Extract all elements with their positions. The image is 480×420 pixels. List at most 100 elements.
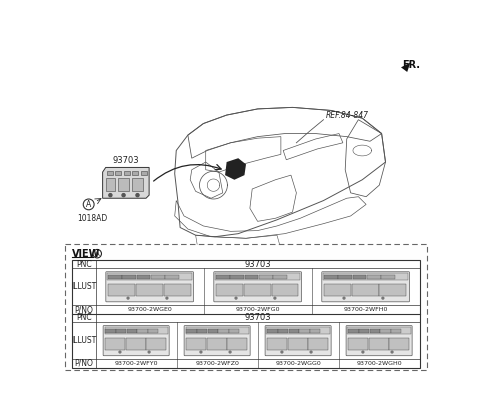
Bar	[207, 338, 227, 350]
Bar	[244, 284, 271, 296]
Bar	[244, 275, 258, 279]
Bar	[272, 284, 299, 296]
Text: 93700-2WFH0: 93700-2WFH0	[343, 307, 388, 312]
Circle shape	[274, 297, 276, 299]
Bar	[148, 329, 158, 333]
Circle shape	[109, 194, 112, 197]
Bar	[300, 329, 310, 333]
Bar	[324, 275, 338, 279]
Bar	[348, 329, 359, 333]
Text: PNC: PNC	[76, 313, 92, 323]
Polygon shape	[225, 158, 246, 180]
Bar	[218, 329, 228, 333]
Circle shape	[382, 297, 384, 299]
Circle shape	[122, 194, 125, 197]
Bar	[391, 329, 401, 333]
Bar	[323, 273, 408, 281]
FancyBboxPatch shape	[214, 272, 301, 302]
Bar	[107, 171, 113, 175]
Text: A: A	[86, 200, 91, 209]
Bar	[151, 275, 165, 279]
Bar	[185, 327, 249, 334]
Circle shape	[310, 351, 312, 353]
Bar	[266, 327, 330, 334]
Bar	[197, 329, 207, 333]
Bar	[359, 329, 369, 333]
Text: 93700-2WFZ0: 93700-2WFZ0	[195, 361, 239, 366]
Bar	[381, 275, 395, 279]
Text: 93703: 93703	[244, 313, 271, 323]
Text: ILLUST: ILLUST	[72, 336, 96, 345]
Bar	[338, 275, 352, 279]
Text: 93700-2WGH0: 93700-2WGH0	[356, 361, 402, 366]
Bar	[118, 178, 129, 191]
Bar	[115, 171, 121, 175]
Bar	[288, 338, 308, 350]
Bar	[216, 284, 243, 296]
Bar	[369, 338, 389, 350]
Text: A: A	[95, 251, 99, 257]
Bar	[146, 338, 166, 350]
Text: ILLUST: ILLUST	[72, 282, 96, 291]
Bar	[186, 329, 197, 333]
Bar	[230, 275, 244, 279]
Circle shape	[391, 351, 393, 353]
Bar	[116, 329, 126, 333]
Bar	[127, 329, 137, 333]
Circle shape	[200, 351, 202, 353]
FancyBboxPatch shape	[103, 326, 169, 356]
Text: REF.84-847: REF.84-847	[326, 111, 369, 120]
Bar	[348, 327, 411, 334]
Bar	[208, 329, 218, 333]
Bar	[141, 171, 147, 175]
Bar	[380, 329, 391, 333]
Bar	[108, 275, 122, 279]
Bar	[267, 329, 277, 333]
Text: 93700-2WGE0: 93700-2WGE0	[127, 307, 172, 312]
Circle shape	[281, 351, 283, 353]
Text: P/NO: P/NO	[74, 305, 94, 314]
Bar	[126, 338, 145, 350]
Text: PNC: PNC	[76, 260, 92, 268]
Bar	[352, 284, 379, 296]
Text: VIEW: VIEW	[72, 249, 101, 259]
Bar	[215, 273, 300, 281]
Polygon shape	[103, 168, 149, 198]
Bar	[123, 171, 130, 175]
Bar	[65, 244, 427, 370]
Circle shape	[136, 194, 139, 197]
Bar	[389, 338, 409, 350]
Bar	[278, 329, 288, 333]
Bar	[137, 329, 147, 333]
Text: 93703: 93703	[244, 260, 271, 268]
Circle shape	[119, 351, 121, 353]
Bar	[105, 329, 116, 333]
Text: 93703: 93703	[113, 156, 139, 165]
Bar	[165, 275, 179, 279]
Text: 93700-2WGG0: 93700-2WGG0	[275, 361, 321, 366]
Bar	[228, 338, 247, 350]
Bar	[229, 329, 239, 333]
Bar	[324, 284, 351, 296]
Bar	[186, 338, 206, 350]
Circle shape	[148, 351, 150, 353]
Bar	[72, 260, 420, 368]
Bar	[367, 275, 381, 279]
Bar	[106, 178, 115, 191]
Bar	[105, 327, 168, 334]
Text: FR.: FR.	[402, 60, 420, 70]
Bar	[310, 329, 320, 333]
Bar	[273, 275, 287, 279]
Bar	[105, 338, 125, 350]
Circle shape	[166, 297, 168, 299]
FancyBboxPatch shape	[106, 272, 193, 302]
Circle shape	[343, 297, 345, 299]
Bar	[309, 338, 328, 350]
Text: P/NO: P/NO	[74, 359, 94, 368]
Polygon shape	[401, 63, 410, 72]
Circle shape	[235, 297, 237, 299]
Text: 93700-2WFG0: 93700-2WFG0	[235, 307, 280, 312]
Bar	[216, 275, 230, 279]
Bar	[380, 284, 407, 296]
Bar	[348, 338, 368, 350]
